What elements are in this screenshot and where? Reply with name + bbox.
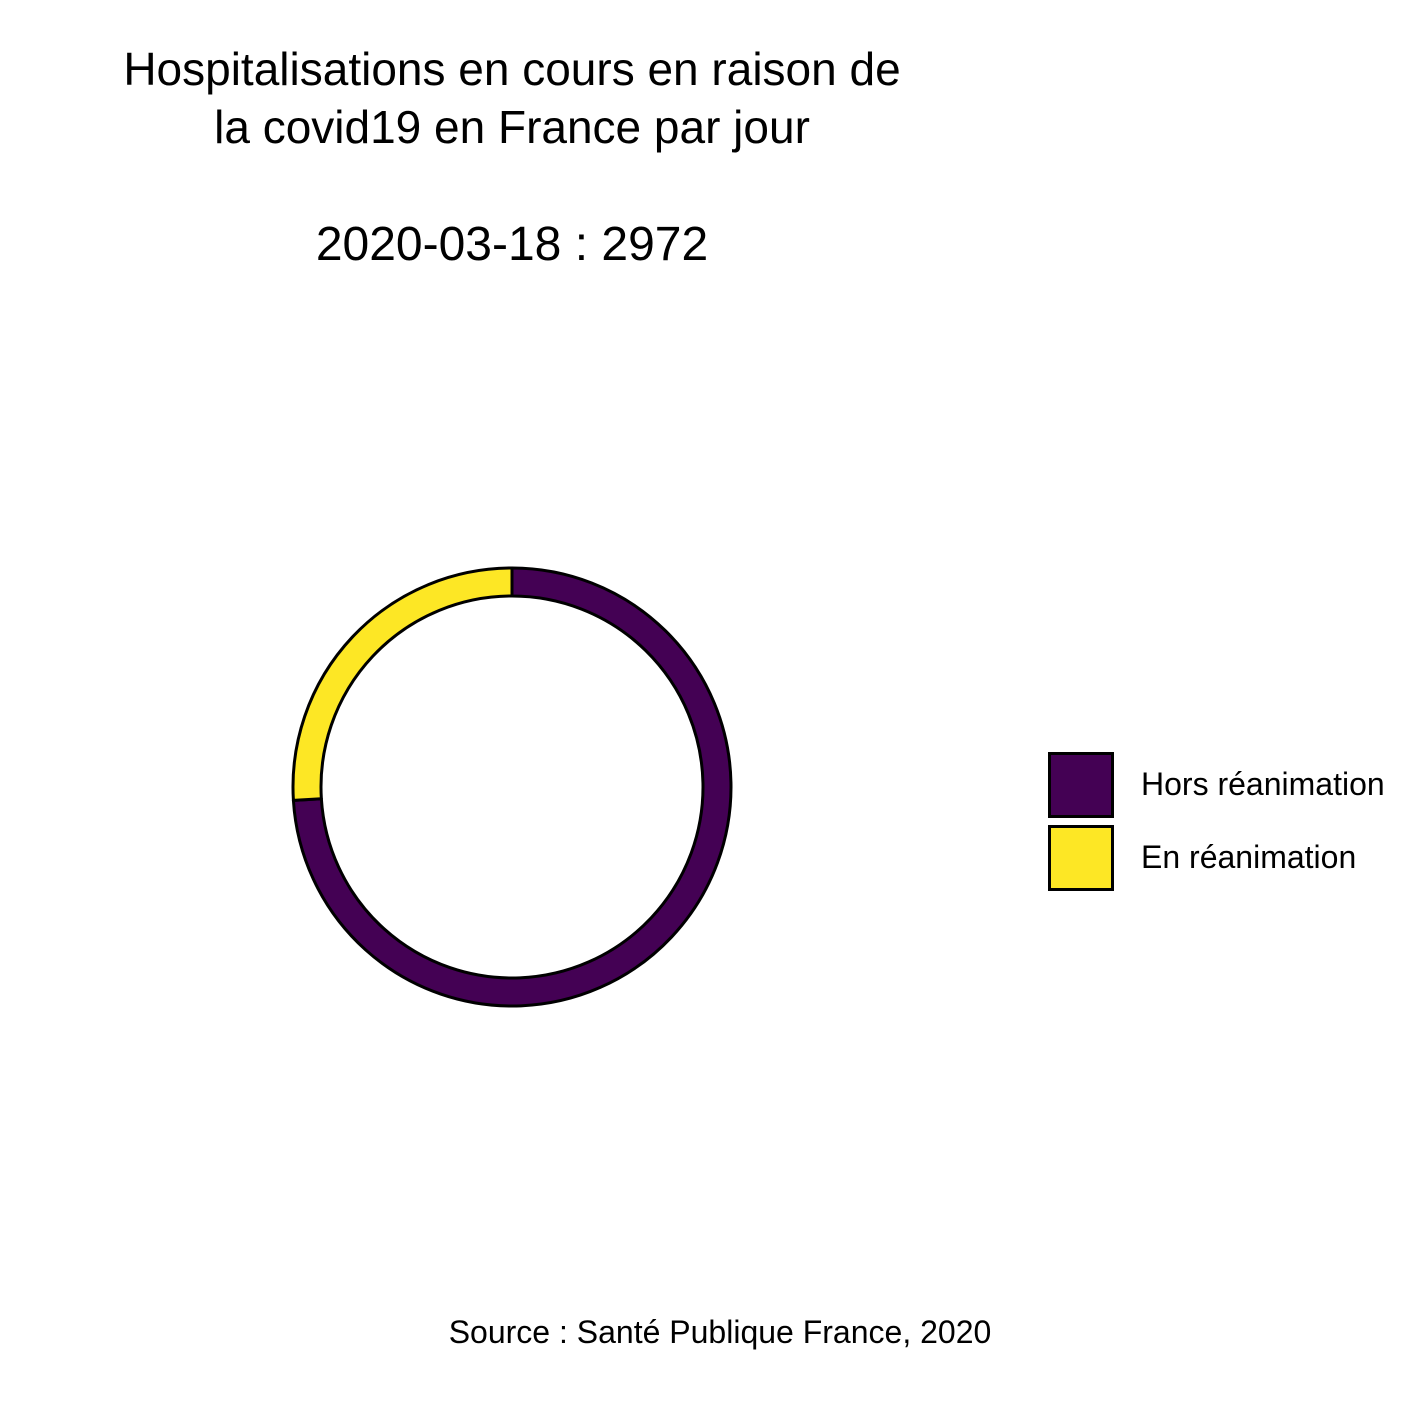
chart-title: Hospitalisations en cours en raison de l… [12, 40, 1012, 156]
legend-swatch-hors-reanimation [1048, 751, 1114, 818]
donut-slice-en-reanimation [291, 566, 514, 802]
chart-caption: Source : Santé Publique France, 2020 [448, 1314, 992, 1350]
donut-slice-hors-reanimation [291, 566, 733, 1008]
chart-title-line-2: la covid19 en France par jour [214, 101, 810, 153]
legend-item-en-reanimation: En réanimation [1048, 821, 1417, 894]
legend-swatch-en-reanimation [1048, 824, 1114, 891]
legend-label-hors-reanimation: Hors réanimation [1141, 766, 1385, 802]
legend-label-en-reanimation: En réanimation [1141, 839, 1357, 875]
legend-item-hors-reanimation: Hors réanimation [1048, 748, 1417, 821]
chart-title-line-1: Hospitalisations en cours en raison de [123, 43, 901, 95]
legend: Hors réanimation En réanimation [1048, 748, 1417, 894]
chart-subtitle: 2020-03-18 : 2972 [315, 218, 709, 271]
donut-slices [291, 566, 733, 1008]
